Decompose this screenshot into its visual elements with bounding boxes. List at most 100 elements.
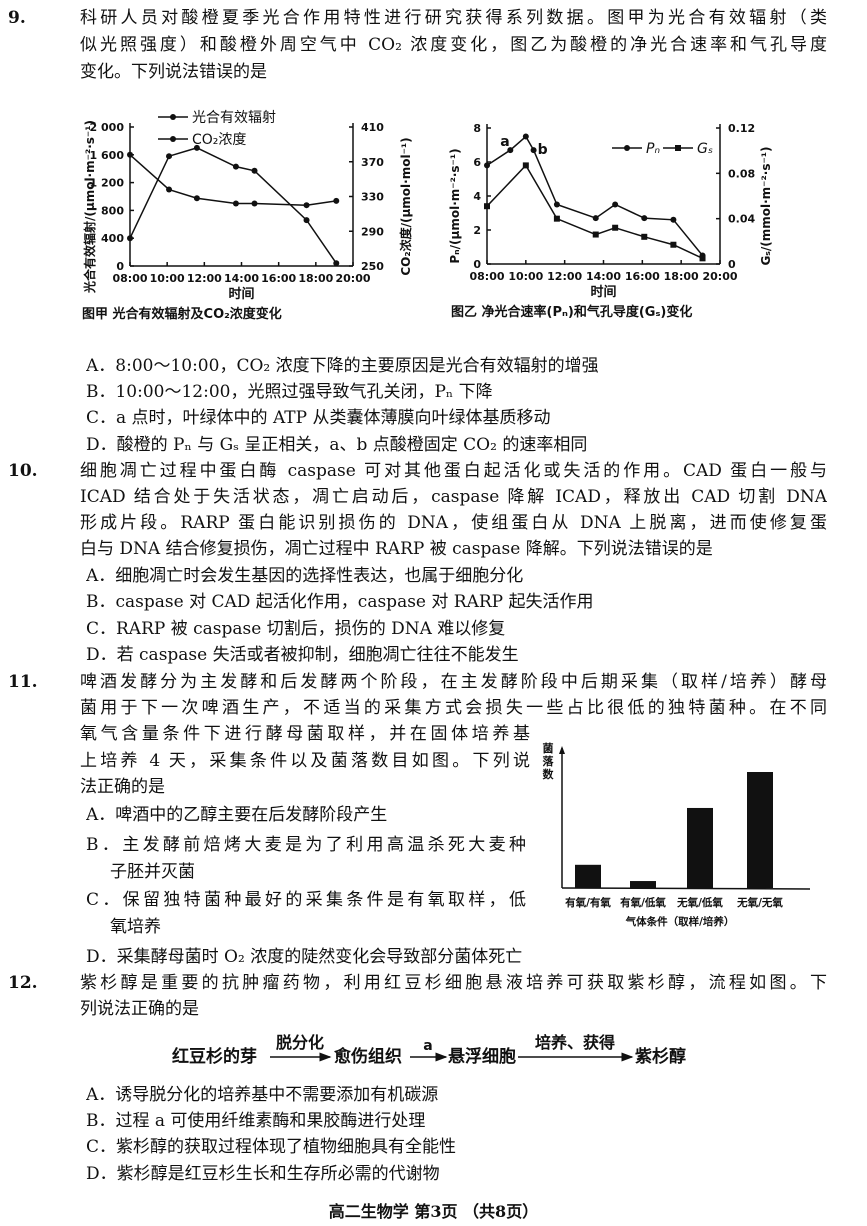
y-tick-label: 0 (473, 258, 481, 271)
option-c: C．紫杉醇的获取过程体现了植物细胞具有全能性 (86, 1137, 457, 1157)
x-tick-label: 16:00 (261, 272, 296, 285)
data-point (193, 195, 200, 202)
data-point (612, 201, 619, 208)
x-tick-label: 18:00 (664, 270, 699, 283)
option-a: A．细胞凋亡时会发生基因的选择性表达，也属于细胞分化 (86, 566, 524, 586)
x-tick-label: 08:00 (469, 270, 504, 283)
y2-axis-title: Gₛ/(mmol·m⁻²·s⁻¹) (759, 146, 773, 265)
chart-caption: 图甲 光合有效辐射及CO₂浓度变化 (82, 306, 282, 322)
question-stem-line: 形成片段。RARP 蛋白能识别损伤的 DNA，使组蛋白从 DNA 上脱离，进而使… (80, 513, 827, 533)
option-b-cont: 子胚并灭菌 (110, 862, 195, 882)
y-tick-label: 4 (473, 190, 481, 203)
flow-arrow-label: a (423, 1038, 432, 1054)
option-b: B．caspase 对 CAD 起活化作用，caspase 对 RARP 起失活… (86, 592, 594, 612)
question-stem-line: ICAD 结合处于失活状态，凋亡启动后，caspase 降解 ICAD，释放出 … (80, 487, 827, 507)
data-point (641, 215, 648, 222)
x-tick-label: 有氧/有氧 (565, 896, 611, 909)
x-tick-label: 16:00 (625, 270, 660, 283)
option-a: A．啤酒中的乙醇主要在后发酵阶段产生 (86, 805, 388, 825)
x-tick-label: 无氧/无氧 (736, 896, 783, 909)
y-axis-title-char: 落 (543, 754, 555, 768)
legend-label: Gₛ (697, 141, 713, 157)
data-point (232, 200, 239, 207)
option-c: C．RARP 被 caspase 切割后，损伤的 DNA 难以修复 (86, 619, 506, 639)
data-point (193, 144, 200, 151)
y-tick-label: 2 000 (90, 121, 125, 134)
flow-step: 愈伤组织 (334, 1046, 402, 1067)
x-tick-label: 有氧/低氧 (620, 896, 666, 909)
option-d: D．采集酵母菌时 O₂ 浓度的陡然变化会导致部分菌体死亡 (86, 947, 523, 967)
y2-tick-label: 0.04 (728, 213, 755, 226)
option-c: C．a 点时，叶绿体中的 ATP 从类囊体薄膜向叶绿体基质移动 (86, 408, 551, 428)
question-stem-line: 啤酒发酵分为主发酵和后发酵两个阶段，在主发酵阶段中后期采集（取样/培养）酵母 (80, 672, 827, 692)
data-point (251, 167, 258, 174)
legend-label: CO₂浓度 (192, 132, 246, 148)
y-axis-arrow (559, 746, 565, 754)
question-number: 10. (8, 461, 38, 481)
series-line-1 (129, 154, 337, 206)
question-stem-line: 氧气含量条件下进行酵母菌取样，并在固体培养基 (80, 724, 530, 744)
flow-arrow-label: 培养、获得 (535, 1033, 615, 1052)
y2-axis-title: CO₂浓度/(μmol·mol⁻¹) (398, 137, 413, 275)
data-point (333, 260, 340, 267)
data-point (303, 217, 310, 224)
flow-step: 悬浮细胞 (448, 1046, 516, 1067)
question-stem-line: 变化。下列说法错误的是 (80, 62, 267, 82)
bar (575, 864, 601, 888)
option-c-cont: 氧培养 (110, 917, 161, 937)
option-b: B．过程 a 可使用纤维素酶和果胶酶进行处理 (86, 1111, 426, 1131)
legend-marker (170, 114, 176, 120)
data-point (232, 163, 239, 170)
question-stem-line: 列说法正确的是 (80, 999, 199, 1019)
bar (630, 881, 656, 888)
question-number: 9. (8, 8, 26, 28)
option-c: C．保留独特菌种最好的采集条件是有氧取样，低 (86, 890, 526, 910)
data-point (522, 133, 529, 140)
data-point (553, 201, 560, 208)
question-number: 12. (8, 973, 38, 993)
series-line-0 (486, 135, 704, 256)
y-tick-label: 1 200 (90, 177, 125, 190)
y-tick-label: 6 (473, 156, 481, 169)
question-stem-line: 菌用于下一次啤酒生产，不适当的采集方式会损失一些占比很低的独特菌种。在不同 (80, 698, 827, 718)
y-tick-label: 2 (473, 224, 481, 237)
y-tick-label: 400 (101, 232, 124, 245)
legend-label: Pₙ (646, 141, 660, 157)
question-stem-line: 法正确的是 (80, 777, 165, 797)
data-point (670, 241, 677, 248)
question-stem-line: 上培养 4 天，采集条件以及菌落数目如图。下列说 (80, 751, 530, 771)
y-axis-title: 光合有效辐射/(μmol·m⁻²·s⁻¹) (82, 120, 97, 294)
option-d: D．若 caspase 失活或者被抑制，细胞凋亡往往不能发生 (86, 645, 519, 665)
y2-tick-label: 0.12 (728, 122, 755, 135)
option-b: B．10:00～12:00，光照过强导致气孔关闭，Pₙ 下降 (86, 382, 493, 402)
x-tick-label: 14:00 (224, 272, 259, 285)
option-d: D．酸橙的 Pₙ 与 Gₛ 呈正相关，a、b 点酸橙固定 CO₂ 的速率相同 (86, 435, 588, 455)
x-tick-label: 08:00 (112, 272, 147, 285)
y2-tick-label: 290 (361, 225, 384, 238)
x-tick-label: 18:00 (298, 272, 333, 285)
y-tick-label: 0 (116, 260, 124, 273)
y2-tick-label: 330 (361, 191, 384, 204)
bar (747, 772, 773, 888)
y-tick-label: 8 (473, 122, 481, 135)
question-stem-line: 似光照强度）和酸橙外周空气中 CO₂ 浓度变化，图乙为酸橙的净光合速率和气孔导度 (80, 35, 827, 55)
data-point (127, 235, 133, 242)
flow-step: 紫杉醇 (635, 1046, 686, 1067)
option-d: D．紫杉醇是红豆杉生长和生存所必需的代谢物 (86, 1164, 440, 1184)
data-point (484, 203, 490, 210)
option-a: A．诱导脱分化的培养基中不需要添加有机碳源 (86, 1085, 439, 1105)
data-point (251, 200, 258, 207)
data-point (166, 153, 173, 160)
y-axis-title-char: 菌 (543, 741, 554, 755)
legend-marker (170, 136, 176, 142)
question-stem-line: 白与 DNA 结合修复损伤，凋亡过程中 RARP 被 caspase 降解。下列… (80, 539, 713, 559)
x-tick-label: 10:00 (508, 270, 543, 283)
data-point (303, 202, 310, 209)
y-axis-title-char: 数 (543, 767, 555, 781)
x-tick-label: 20:00 (702, 270, 737, 283)
legend-marker (675, 145, 681, 151)
x-axis-title: 气体条件（取样/培养） (625, 915, 735, 928)
data-point (553, 215, 560, 222)
data-point (670, 216, 677, 223)
